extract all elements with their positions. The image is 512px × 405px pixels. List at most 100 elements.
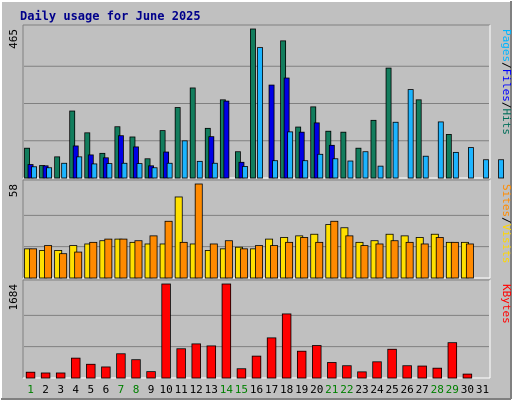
bar-hits-day-3 (54, 156, 61, 179)
bar-kbytes-day-2 (40, 372, 51, 379)
y-max-label: 58 (7, 184, 20, 197)
bar-files-day-19 (298, 131, 305, 179)
x-tick-label: 11 (175, 383, 188, 396)
bar-pages-day-9 (151, 167, 158, 179)
bar-sites-day-2 (44, 245, 53, 279)
x-tick-label: 15 (235, 383, 248, 396)
x-tick-label: 23 (355, 383, 368, 396)
bar-kbytes-day-3 (55, 372, 66, 379)
x-tick-label: 16 (250, 383, 263, 396)
bar-pages-day-8 (136, 163, 143, 179)
bar-hits-day-27 (415, 99, 422, 179)
x-tick-label: 6 (103, 383, 110, 396)
bar-pages-day-7 (121, 162, 128, 179)
bar-sites-day-21 (330, 220, 339, 279)
bar-pages-day-6 (106, 163, 113, 179)
bar-sites-day-27 (420, 243, 429, 279)
bar-pages-day-31 (483, 159, 489, 179)
x-tick-label: 20 (310, 383, 323, 396)
x-tick-label: 18 (280, 383, 293, 396)
x-tick-label: 22 (340, 383, 353, 396)
bar-kbytes-day-17 (266, 337, 277, 379)
bar-sites-day-26 (405, 241, 414, 279)
bar-pages-day-20 (317, 153, 324, 179)
bar-pages-day-23 (362, 151, 369, 179)
bar-kbytes-day-29 (447, 342, 458, 379)
x-tick-label: 29 (446, 383, 459, 396)
bar-pages-day-15 (242, 166, 248, 179)
bar-kbytes-day-21 (327, 362, 337, 379)
legend-entry: / (500, 217, 512, 224)
bar-kbytes-day-22 (342, 365, 352, 379)
y-max-label: 1684 (7, 284, 20, 311)
bar-kbytes-day-14 (221, 283, 232, 379)
bar-hits-day-1 (24, 147, 30, 179)
x-tick-label: 4 (72, 383, 79, 396)
bar-sites-day-15 (239, 248, 248, 279)
bar-pages-day-28 (437, 121, 444, 179)
bar-pages-day-24 (377, 165, 384, 179)
bar-sites-day-3 (59, 253, 68, 279)
bar-sites-day-6 (104, 238, 113, 279)
panel-sites-visits: 58 Sites/Visits (7, 179, 512, 279)
x-tick-label: 24 (370, 383, 384, 396)
bar-pages-day-19 (302, 160, 309, 179)
bar-hits-day-16 (250, 28, 256, 179)
bar-pages-day-27 (422, 155, 429, 179)
bar-kbytes-day-30 (462, 373, 473, 379)
bar-sites-day-13 (209, 243, 218, 279)
bar-sites-day-28 (435, 237, 444, 279)
x-axis-labels: 1 2 3 4 5 6 7 8 9 10 11 12 13 14 15 16 17 18 19 20 21 22 23 24 2… (27, 383, 489, 396)
bar-hits-day-25 (385, 67, 392, 179)
bar-kbytes-day-10 (161, 283, 171, 379)
bar-visits-day-11 (174, 196, 183, 279)
bar-pages-day-21 (332, 158, 339, 179)
bar-hits-day-24 (370, 119, 377, 179)
bar-sites-day-8 (134, 240, 143, 279)
bar-kbytes-day-28 (432, 367, 442, 379)
bar-pages-day-18 (287, 131, 294, 179)
bar-kbytes-day-4 (71, 357, 81, 379)
bar-kbytes-day-15 (236, 368, 247, 379)
legend-entry: Sites (500, 184, 512, 217)
bar-pages-day-11 (181, 140, 188, 179)
bar-files-day-18 (283, 77, 290, 179)
x-tick-label: 13 (205, 383, 218, 396)
bar-kbytes-day-19 (296, 350, 307, 379)
bar-sites-day-9 (149, 235, 158, 279)
bar-pages-day-5 (91, 163, 98, 179)
legend-entry: Files (500, 69, 512, 102)
x-tick-label: 8 (133, 383, 140, 396)
bar-pages-day-2 (46, 167, 53, 179)
bar-files-day-8 (133, 146, 139, 179)
bar-kbytes-day-13 (206, 345, 217, 379)
bar-sites-day-7 (119, 238, 128, 279)
x-tick-label: 9 (148, 383, 155, 396)
legend-entry: / (500, 102, 512, 109)
bar-files-day-20 (313, 122, 320, 179)
bar-files-day-7 (118, 135, 124, 179)
x-tick-label: 19 (295, 383, 308, 396)
bar-sites-day-12 (194, 183, 203, 279)
bar-pages-day-26 (407, 89, 414, 179)
bar-kbytes-day-8 (131, 359, 141, 379)
x-tick-label: 31 (476, 383, 489, 396)
bar-kbytes-day-9 (146, 371, 156, 379)
bar-sites-day-25 (390, 240, 399, 279)
bar-kbytes-day-23 (357, 371, 367, 379)
x-tick-label: 25 (385, 383, 398, 396)
x-tick-label: 17 (265, 383, 278, 396)
bar-sites-day-4 (74, 251, 83, 279)
bar-kbytes-day-24 (372, 361, 382, 379)
bar-pages-day-22 (347, 160, 354, 179)
x-tick-label: 5 (87, 383, 94, 396)
bar-pages-day-10 (166, 162, 173, 179)
bar-sites-day-14 (224, 240, 233, 279)
bar-files-day-13 (208, 136, 215, 179)
panel-hits-files-pages: 465 Pages/Files/Hits (7, 24, 512, 179)
bar-sites-day-24 (375, 243, 384, 279)
bar-pages-day-25 (392, 121, 399, 179)
bar-hits-day-29 (445, 134, 452, 179)
bar-pages-day-13 (211, 162, 218, 179)
bar-kbytes-day-5 (86, 363, 96, 379)
